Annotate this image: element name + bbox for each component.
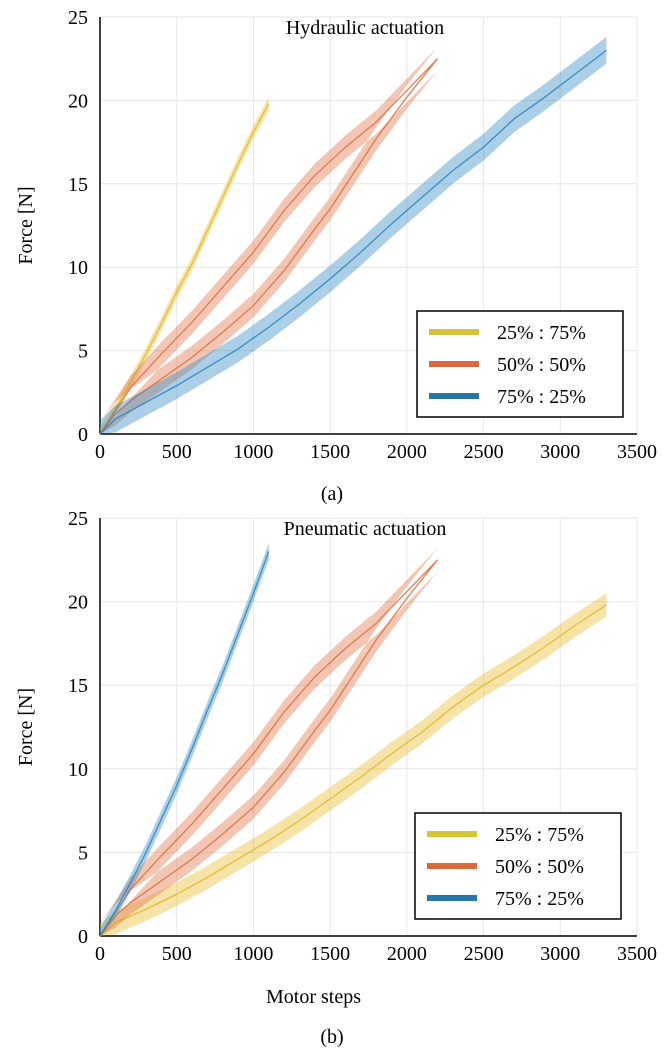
series-3 bbox=[99, 543, 270, 937]
y-tick-label: 15 bbox=[68, 675, 88, 697]
y-axis-label: Force [N] bbox=[15, 688, 37, 766]
series-2 bbox=[99, 47, 439, 435]
x-tick-label: 2500 bbox=[464, 441, 504, 463]
x-tick-label: 500 bbox=[162, 441, 192, 463]
x-tick-label: 3500 bbox=[617, 943, 657, 965]
y-tick-label: 10 bbox=[68, 257, 88, 279]
series-line bbox=[99, 559, 439, 937]
y-tick-label: 20 bbox=[68, 90, 88, 112]
series-line bbox=[99, 103, 270, 435]
chart-panel-a: 0 500 1000 1500 2000 2500 3000 3500 0 5 10 15 20 25 Fo… bbox=[15, 7, 657, 505]
series-line bbox=[99, 604, 607, 937]
series-line bbox=[99, 58, 439, 435]
x-tick-label: 1500 bbox=[310, 943, 350, 965]
x-tick-label: 1000 bbox=[233, 441, 273, 463]
legend-label: 50% : 50% bbox=[495, 856, 584, 878]
y-tick-label: 10 bbox=[68, 759, 88, 781]
y-tick-label: 0 bbox=[78, 424, 88, 446]
x-tick-label: 0 bbox=[95, 441, 105, 463]
y-tick-label: 15 bbox=[68, 174, 88, 196]
x-tick-label: 2000 bbox=[387, 943, 427, 965]
x-tick-label: 2500 bbox=[464, 943, 504, 965]
x-tick-label: 1500 bbox=[310, 441, 350, 463]
y-tick-label: 5 bbox=[78, 842, 88, 864]
x-tick-label: 2000 bbox=[387, 441, 427, 463]
series-band bbox=[100, 593, 607, 936]
legend: 25% : 75% 50% : 50% 75% : 25% bbox=[416, 310, 624, 418]
y-tick-label: 20 bbox=[68, 592, 88, 614]
x-tick-label: 3500 bbox=[617, 441, 657, 463]
y-tick-label: 5 bbox=[78, 341, 88, 363]
gridlines bbox=[100, 16, 638, 434]
x-tick-label: 3000 bbox=[540, 943, 580, 965]
y-tick-label: 25 bbox=[68, 7, 88, 29]
legend: 25% : 75% 50% : 50% 75% : 25% bbox=[414, 812, 622, 920]
series-line bbox=[99, 49, 607, 435]
legend-label: 75% : 25% bbox=[497, 386, 586, 408]
panel-caption: (a) bbox=[321, 483, 343, 505]
chart-panel-b: 0 500 1000 1500 2000 2500 3000 3500 0 5 10 15 20 25 Fo… bbox=[15, 508, 657, 1048]
series-2 bbox=[99, 548, 439, 937]
legend-label: 25% : 75% bbox=[497, 322, 586, 344]
y-tick-label: 0 bbox=[78, 926, 88, 948]
series-band bbox=[100, 548, 438, 936]
x-tick-label: 3000 bbox=[540, 441, 580, 463]
y-tick-label: 25 bbox=[68, 508, 88, 530]
x-axis-label: Motor steps bbox=[266, 986, 361, 1008]
series-band bbox=[100, 37, 607, 435]
series-1 bbox=[99, 97, 270, 435]
y-axis-label: Force [N] bbox=[15, 186, 37, 264]
legend-label: 50% : 50% bbox=[497, 354, 586, 376]
x-tick-label: 500 bbox=[162, 943, 192, 965]
series-band bbox=[100, 97, 269, 435]
x-tick-label: 0 bbox=[95, 943, 105, 965]
series-1 bbox=[99, 593, 607, 937]
legend-label: 25% : 75% bbox=[495, 824, 584, 846]
chart-title: Hydraulic actuation bbox=[286, 17, 444, 39]
legend-label: 75% : 25% bbox=[495, 888, 584, 910]
panel-caption: (b) bbox=[320, 1026, 343, 1048]
series-3 bbox=[99, 37, 607, 435]
x-tick-label: 1000 bbox=[233, 943, 273, 965]
series-band bbox=[100, 47, 438, 435]
series-line bbox=[99, 551, 270, 937]
chart-title: Pneumatic actuation bbox=[284, 518, 447, 540]
